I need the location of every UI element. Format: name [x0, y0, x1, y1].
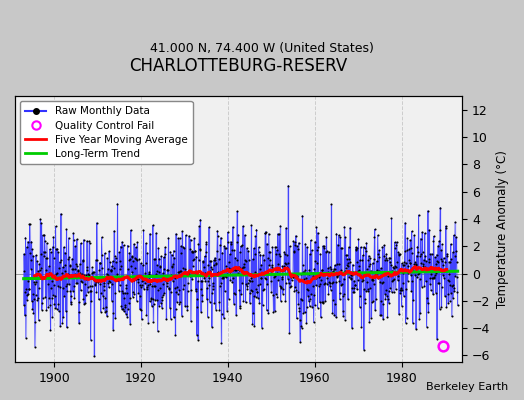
Y-axis label: Temperature Anomaly (°C): Temperature Anomaly (°C)	[496, 150, 509, 308]
Text: 41.000 N, 74.400 W (United States): 41.000 N, 74.400 W (United States)	[150, 42, 374, 55]
Text: Berkeley Earth: Berkeley Earth	[426, 382, 508, 392]
Legend: Raw Monthly Data, Quality Control Fail, Five Year Moving Average, Long-Term Tren: Raw Monthly Data, Quality Control Fail, …	[20, 101, 192, 164]
Title: CHARLOTTEBURG-RESERV: CHARLOTTEBURG-RESERV	[129, 57, 348, 75]
